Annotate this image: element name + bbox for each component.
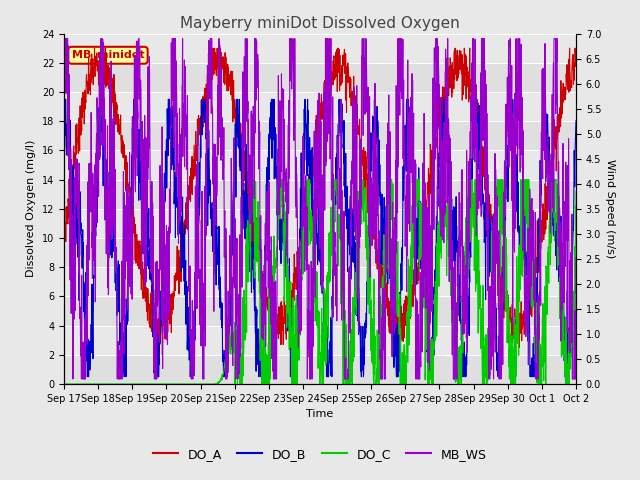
X-axis label: Time: Time: [307, 409, 333, 419]
Bar: [64, 121, 576, 150]
Bar: [64, 63, 576, 92]
Text: MB_minidot: MB_minidot: [72, 50, 144, 60]
Title: Mayberry miniDot Dissolved Oxygen: Mayberry miniDot Dissolved Oxygen: [180, 16, 460, 31]
Y-axis label: Wind Speed (m/s): Wind Speed (m/s): [605, 159, 615, 258]
Bar: [64, 4, 576, 34]
Legend: DO_A, DO_B, DO_C, MB_WS: DO_A, DO_B, DO_C, MB_WS: [148, 443, 492, 466]
Y-axis label: Dissolved Oxygen (mg/l): Dissolved Oxygen (mg/l): [26, 140, 36, 277]
Bar: [64, 180, 576, 209]
Bar: [64, 355, 576, 384]
Bar: [64, 238, 576, 267]
Bar: [64, 296, 576, 325]
